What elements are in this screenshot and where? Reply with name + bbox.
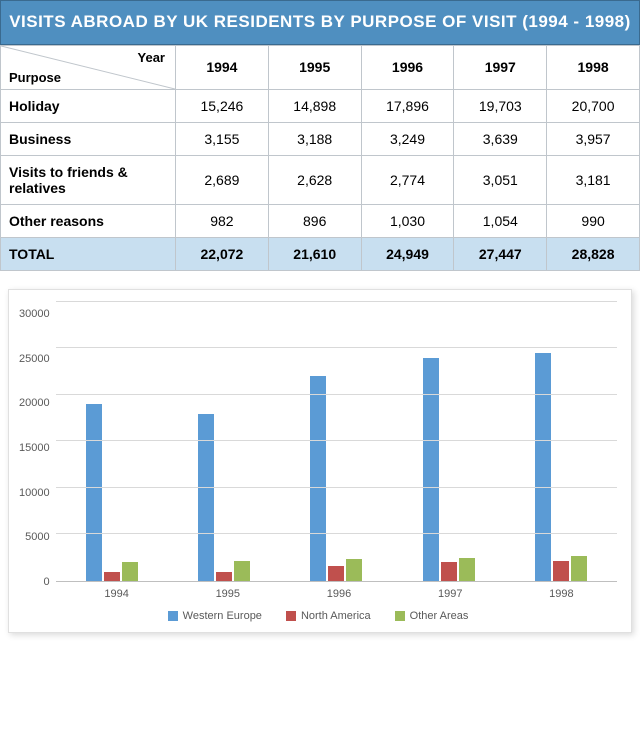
- visits-table: Year Purpose 1994 1995 1996 1997 1998 Ho…: [0, 45, 640, 271]
- bar: [423, 358, 439, 581]
- cell: 14,898: [268, 89, 361, 122]
- bar-group: [168, 302, 280, 581]
- cell: 896: [268, 204, 361, 237]
- cell: 1,030: [361, 204, 454, 237]
- row-label: Other reasons: [1, 204, 176, 237]
- col-1997: 1997: [454, 45, 547, 89]
- cell: 3,188: [268, 122, 361, 155]
- x-tick: 1998: [506, 582, 617, 600]
- total-label: TOTAL: [1, 237, 176, 270]
- cell: 17,896: [361, 89, 454, 122]
- total-cell: 27,447: [454, 237, 547, 270]
- y-axis: 300002500020000150001000050000: [19, 302, 56, 582]
- bar: [328, 566, 344, 581]
- legend-label: North America: [301, 610, 371, 622]
- bar-group: [392, 302, 504, 581]
- cell: 20,700: [547, 89, 640, 122]
- bar: [346, 559, 362, 581]
- bar: [459, 558, 475, 581]
- col-1994: 1994: [176, 45, 269, 89]
- cell: 2,774: [361, 155, 454, 204]
- corner-year-label: Year: [138, 50, 165, 65]
- legend-item: North America: [286, 610, 371, 622]
- table-row: Visits to friends & relatives2,6892,6282…: [1, 155, 640, 204]
- gridline: [56, 487, 617, 488]
- gridline: [56, 394, 617, 395]
- cell: 982: [176, 204, 269, 237]
- bar-group: [56, 302, 168, 581]
- bar: [104, 572, 120, 581]
- corner-purpose-label: Purpose: [9, 70, 61, 85]
- col-1998: 1998: [547, 45, 640, 89]
- destinations-chart: 300002500020000150001000050000 199419951…: [8, 289, 632, 633]
- table-row: Business3,1553,1883,2493,6393,957: [1, 122, 640, 155]
- cell: 1,054: [454, 204, 547, 237]
- cell: 990: [547, 204, 640, 237]
- bar: [234, 561, 250, 581]
- total-row: TOTAL22,07221,61024,94927,44728,828: [1, 237, 640, 270]
- bar: [122, 562, 138, 581]
- x-tick: 1995: [172, 582, 283, 600]
- cell: 15,246: [176, 89, 269, 122]
- cell: 3,181: [547, 155, 640, 204]
- legend-swatch: [395, 611, 405, 621]
- y-tick: 25000: [19, 353, 50, 365]
- y-tick: 30000: [19, 308, 50, 320]
- cell: 3,051: [454, 155, 547, 204]
- gridline: [56, 301, 617, 302]
- corner-cell: Year Purpose: [1, 45, 176, 89]
- y-tick: 20000: [19, 397, 50, 409]
- row-label: Holiday: [1, 89, 176, 122]
- y-tick: 10000: [19, 487, 50, 499]
- y-tick: 15000: [19, 442, 50, 454]
- bar: [86, 404, 102, 581]
- legend-label: Other Areas: [410, 610, 469, 622]
- table-body: Holiday15,24614,89817,89619,70320,700Bus…: [1, 89, 640, 270]
- cell: 2,689: [176, 155, 269, 204]
- bar: [310, 376, 326, 581]
- cell: 3,957: [547, 122, 640, 155]
- bar: [198, 414, 214, 581]
- total-cell: 21,610: [268, 237, 361, 270]
- bar-group: [280, 302, 392, 581]
- bar-groups: [56, 302, 617, 581]
- row-label: Business: [1, 122, 176, 155]
- table-row: Holiday15,24614,89817,89619,70320,700: [1, 89, 640, 122]
- x-tick: 1994: [61, 582, 172, 600]
- y-tick: 5000: [25, 531, 49, 543]
- total-cell: 22,072: [176, 237, 269, 270]
- legend-label: Western Europe: [183, 610, 262, 622]
- cell: 3,639: [454, 122, 547, 155]
- x-tick: 1997: [395, 582, 506, 600]
- gridline: [56, 533, 617, 534]
- gridline: [56, 440, 617, 441]
- legend-item: Other Areas: [395, 610, 469, 622]
- y-tick: 0: [43, 576, 49, 588]
- bar: [571, 556, 587, 581]
- gridline: [56, 347, 617, 348]
- legend: Western Europe North America Other Areas: [19, 600, 617, 624]
- col-1996: 1996: [361, 45, 454, 89]
- bar: [535, 353, 551, 581]
- cell: 3,249: [361, 122, 454, 155]
- legend-swatch: [286, 611, 296, 621]
- cell: 2,628: [268, 155, 361, 204]
- cell: 19,703: [454, 89, 547, 122]
- plot-area: [56, 302, 617, 582]
- bar-group: [505, 302, 617, 581]
- bar: [441, 562, 457, 581]
- x-axis: 19941995199619971998: [61, 582, 617, 600]
- legend-swatch: [168, 611, 178, 621]
- bar: [553, 561, 569, 581]
- cell: 3,155: [176, 122, 269, 155]
- col-1995: 1995: [268, 45, 361, 89]
- bar: [216, 572, 232, 581]
- legend-item: Western Europe: [168, 610, 262, 622]
- table-row: Other reasons9828961,0301,054990: [1, 204, 640, 237]
- total-cell: 24,949: [361, 237, 454, 270]
- x-tick: 1996: [283, 582, 394, 600]
- title-bar: VISITS ABROAD BY UK RESIDENTS BY PURPOSE…: [0, 0, 640, 45]
- row-label: Visits to friends & relatives: [1, 155, 176, 204]
- total-cell: 28,828: [547, 237, 640, 270]
